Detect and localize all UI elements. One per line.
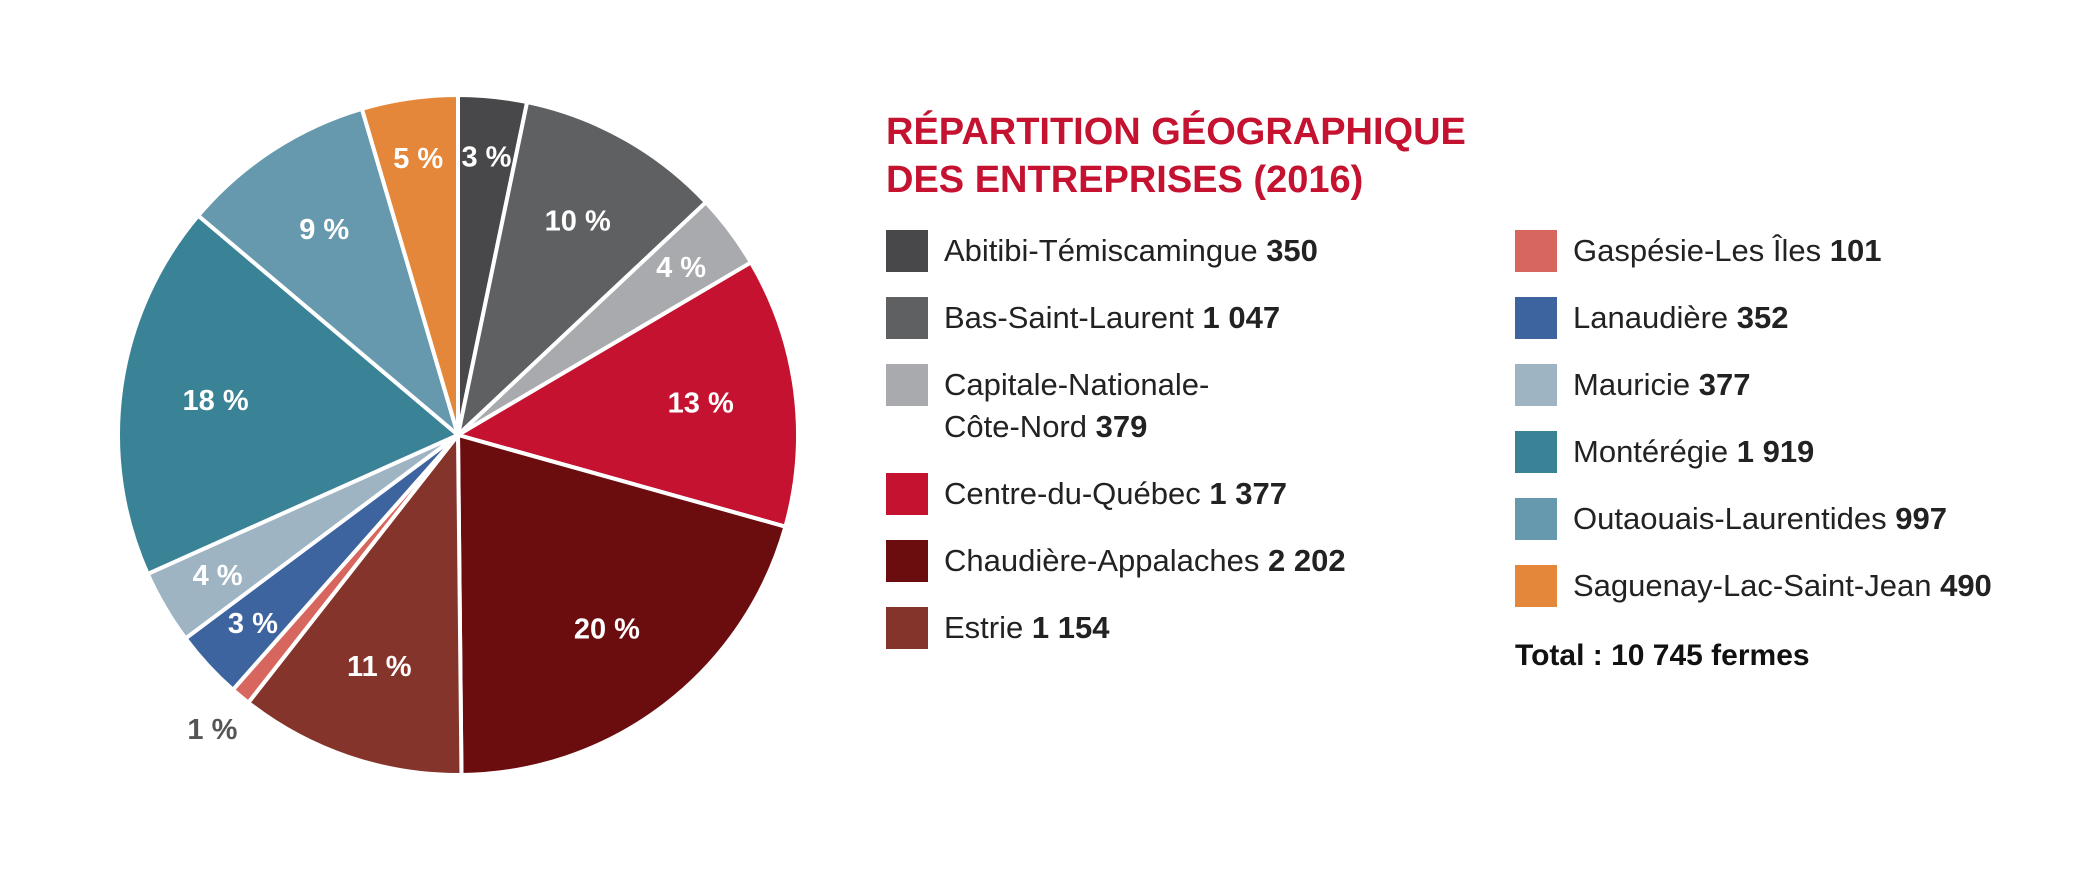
pie-label-8: 4 % [193,560,243,592]
legend-swatch [1515,297,1557,339]
legend-item-abitibi: Abitibi-Témiscamingue 350 [886,230,1318,272]
legend-item-mauricie: Mauricie 377 [1515,364,1751,406]
legend-label: Chaudière-Appalaches [944,543,1260,578]
pie-label-9: 18 % [183,385,249,417]
legend-label: Saguenay-Lac-Saint-Jean [1573,568,1932,603]
pie-label-10: 9 % [299,214,349,246]
legend-item-estrie: Estrie 1 154 [886,607,1109,649]
legend-swatch [886,364,928,406]
legend-label: Gaspésie-Les Îles [1573,233,1822,268]
legend-value: 1 919 [1736,434,1815,469]
total-label: Total : 10 745 fermes [1515,639,1810,672]
legend-item-bas-saint-laurent: Bas-Saint-Laurent 1 047 [886,297,1280,339]
legend-label-line2: Côte-Nord [944,409,1087,444]
legend-swatch [886,473,928,515]
legend-swatch [886,607,928,649]
legend-value: 1 377 [1209,476,1287,511]
pie-label-5: 11 % [347,651,412,683]
legend-value: 2 202 [1268,543,1346,578]
legend-item-centre-du-quebec: Centre-du-Québec 1 377 [886,473,1287,515]
pie-label-6: 1 % [187,714,237,746]
legend-swatch [1515,364,1557,406]
legend-value: 352 [1736,300,1789,335]
pie-label-11: 5 % [393,143,443,175]
chart-title-line2: DES ENTREPRISES (2016) [886,159,1364,201]
legend-item-gaspesie: Gaspésie-Les Îles 101 [1515,230,1881,272]
legend-item-capitale-nationale: Capitale-Nationale- Côte-Nord 379 [886,364,1284,448]
legend-swatch [1515,498,1557,540]
pie-chart: 3 % 10 % 4 % 13 % 20 % 11 % 1 % 3 % 4 % 18 % 9 % 5 … [116,93,800,777]
pie-slice-4 [456,433,788,777]
legend-value: 1 047 [1202,300,1281,335]
legend-value: 350 [1266,233,1318,268]
pie-label-4: 20 % [574,613,640,645]
pie-label-1: 10 % [545,205,611,237]
legend-value: 1 154 [1031,610,1110,645]
pie-slice-11 [359,93,460,437]
pie-slice-3 [456,260,800,529]
legend-value: 490 [1940,568,1992,603]
pie-label-2: 4 % [656,252,706,284]
legend-value: 377 [1698,367,1751,402]
legend-label-line1: Capitale-Nationale- [944,367,1210,402]
legend-label: Outaouais-Laurentides [1573,501,1887,536]
legend-item-monteregie: Montérégie 1 919 [1515,431,1814,473]
pie-label-3: 13 % [668,387,734,419]
legend-label: Abitibi-Témiscamingue [944,233,1258,268]
legend-label: Estrie [944,610,1024,645]
legend-label: Bas-Saint-Laurent [944,300,1194,335]
legend-value: 101 [1829,233,1882,268]
pie-label-7: 3 % [228,608,278,640]
legend-label: Montérégie [1573,434,1729,469]
legend-value: 379 [1095,409,1148,444]
legend-swatch [1515,565,1557,607]
legend-swatch [886,297,928,339]
legend-label: Centre-du-Québec [944,476,1201,511]
legend-item-saguenay: Saguenay-Lac-Saint-Jean 490 [1515,565,1992,607]
legend-label: Lanaudière [1573,300,1729,335]
legend-swatch [886,230,928,272]
legend-label: Mauricie [1573,367,1691,402]
pie-slice-9 [116,213,460,576]
legend-swatch [1515,230,1557,272]
pie-label-0: 3 % [462,142,512,174]
legend-swatch [886,540,928,582]
legend-value: 997 [1895,501,1948,536]
pie-slice-1 [456,100,708,437]
legend-item-outaouais: Outaouais-Laurentides 997 [1515,498,1947,540]
legend-item-lanaudiere: Lanaudière 352 [1515,297,1789,339]
pie-slice-5 [246,433,464,777]
pie-slice-10 [196,106,460,437]
legend-swatch [1515,431,1557,473]
legend-item-chaudiere-appalaches: Chaudière-Appalaches 2 202 [886,540,1346,582]
chart-title: RÉPARTITION GÉOGRAPHIQUE DES ENTREPRISES… [886,108,1466,204]
chart-title-line1: RÉPARTITION GÉOGRAPHIQUE [886,111,1466,153]
